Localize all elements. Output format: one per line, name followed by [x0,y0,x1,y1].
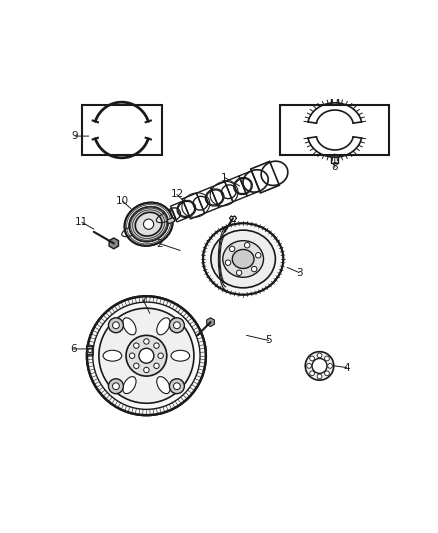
Ellipse shape [103,350,122,361]
Text: 11: 11 [75,217,88,227]
Text: 12: 12 [170,190,184,199]
Ellipse shape [123,318,136,335]
Circle shape [173,322,180,329]
Circle shape [109,379,124,394]
Polygon shape [167,217,175,224]
Circle shape [255,253,261,258]
Ellipse shape [232,249,254,269]
Circle shape [154,343,159,349]
Circle shape [237,270,242,276]
Ellipse shape [123,377,136,394]
Circle shape [88,349,92,353]
Circle shape [325,371,329,376]
Circle shape [251,266,257,272]
Ellipse shape [211,230,276,288]
Text: 10: 10 [116,196,129,206]
Circle shape [144,339,149,344]
Polygon shape [207,318,214,327]
Circle shape [144,367,149,373]
Circle shape [170,379,184,394]
Circle shape [328,364,332,368]
Circle shape [134,363,139,368]
Ellipse shape [223,241,264,277]
Circle shape [126,335,167,376]
Circle shape [244,243,250,248]
Circle shape [99,308,194,403]
Circle shape [170,318,184,333]
Circle shape [325,356,329,361]
Circle shape [173,383,180,390]
Text: 9: 9 [72,131,78,141]
Circle shape [230,246,235,252]
Circle shape [305,352,334,380]
Polygon shape [87,346,93,356]
Ellipse shape [157,377,170,394]
Circle shape [139,348,154,363]
Polygon shape [109,238,119,249]
Ellipse shape [135,212,162,236]
Text: 6: 6 [70,344,77,354]
Bar [280,104,389,156]
Circle shape [158,353,163,358]
Circle shape [154,363,159,368]
Ellipse shape [129,207,168,241]
Circle shape [310,371,314,376]
Circle shape [109,318,124,333]
Ellipse shape [124,203,173,246]
Text: 2: 2 [157,239,163,249]
Circle shape [134,343,139,349]
Circle shape [310,356,314,361]
Circle shape [307,364,311,368]
Circle shape [225,260,231,265]
Text: 7: 7 [140,295,146,305]
Text: 4: 4 [343,362,350,373]
Text: 8: 8 [332,163,338,172]
Text: 5: 5 [265,335,272,345]
Circle shape [317,374,322,379]
Ellipse shape [171,350,190,361]
Ellipse shape [157,318,170,335]
Circle shape [113,322,119,329]
Circle shape [130,353,135,358]
Bar [82,104,162,156]
Circle shape [317,353,322,358]
Circle shape [144,219,154,229]
Text: 3: 3 [296,268,303,278]
Circle shape [312,358,327,374]
Circle shape [113,383,119,390]
Circle shape [87,296,206,415]
Text: 1: 1 [221,173,228,182]
Ellipse shape [203,223,283,295]
